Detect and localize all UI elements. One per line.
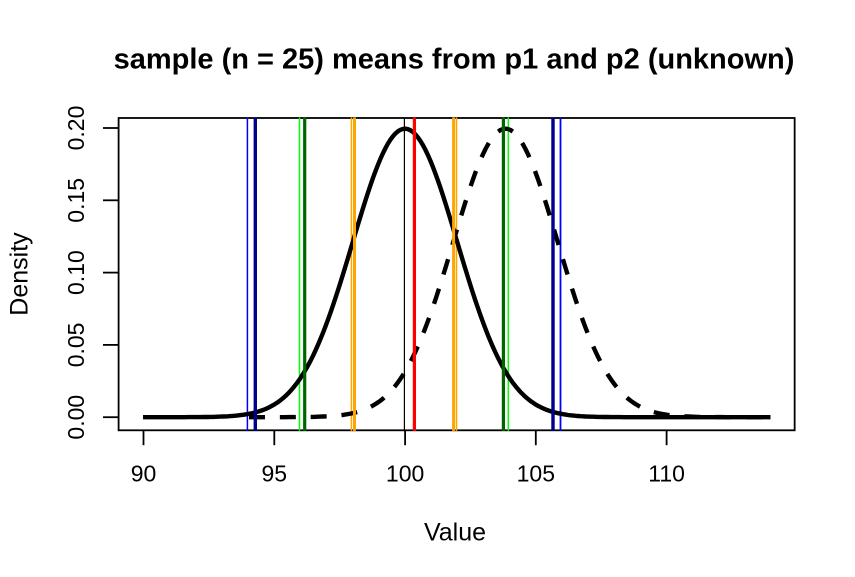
svg-text:0.05: 0.05 <box>63 323 89 368</box>
svg-text:Value: Value <box>424 519 486 547</box>
svg-text:0.00: 0.00 <box>63 395 89 440</box>
svg-text:0.20: 0.20 <box>63 106 89 151</box>
svg-text:100: 100 <box>386 461 424 487</box>
svg-text:105: 105 <box>517 461 555 487</box>
svg-text:95: 95 <box>262 461 288 487</box>
svg-text:0.15: 0.15 <box>63 178 89 223</box>
svg-text:Density: Density <box>6 232 34 316</box>
svg-text:90: 90 <box>131 461 157 487</box>
svg-text:0.10: 0.10 <box>63 250 89 295</box>
svg-text:sample (n = 25) means from p1: sample (n = 25) means from p1 and p2 (un… <box>114 44 795 76</box>
svg-text:110: 110 <box>648 461 685 487</box>
